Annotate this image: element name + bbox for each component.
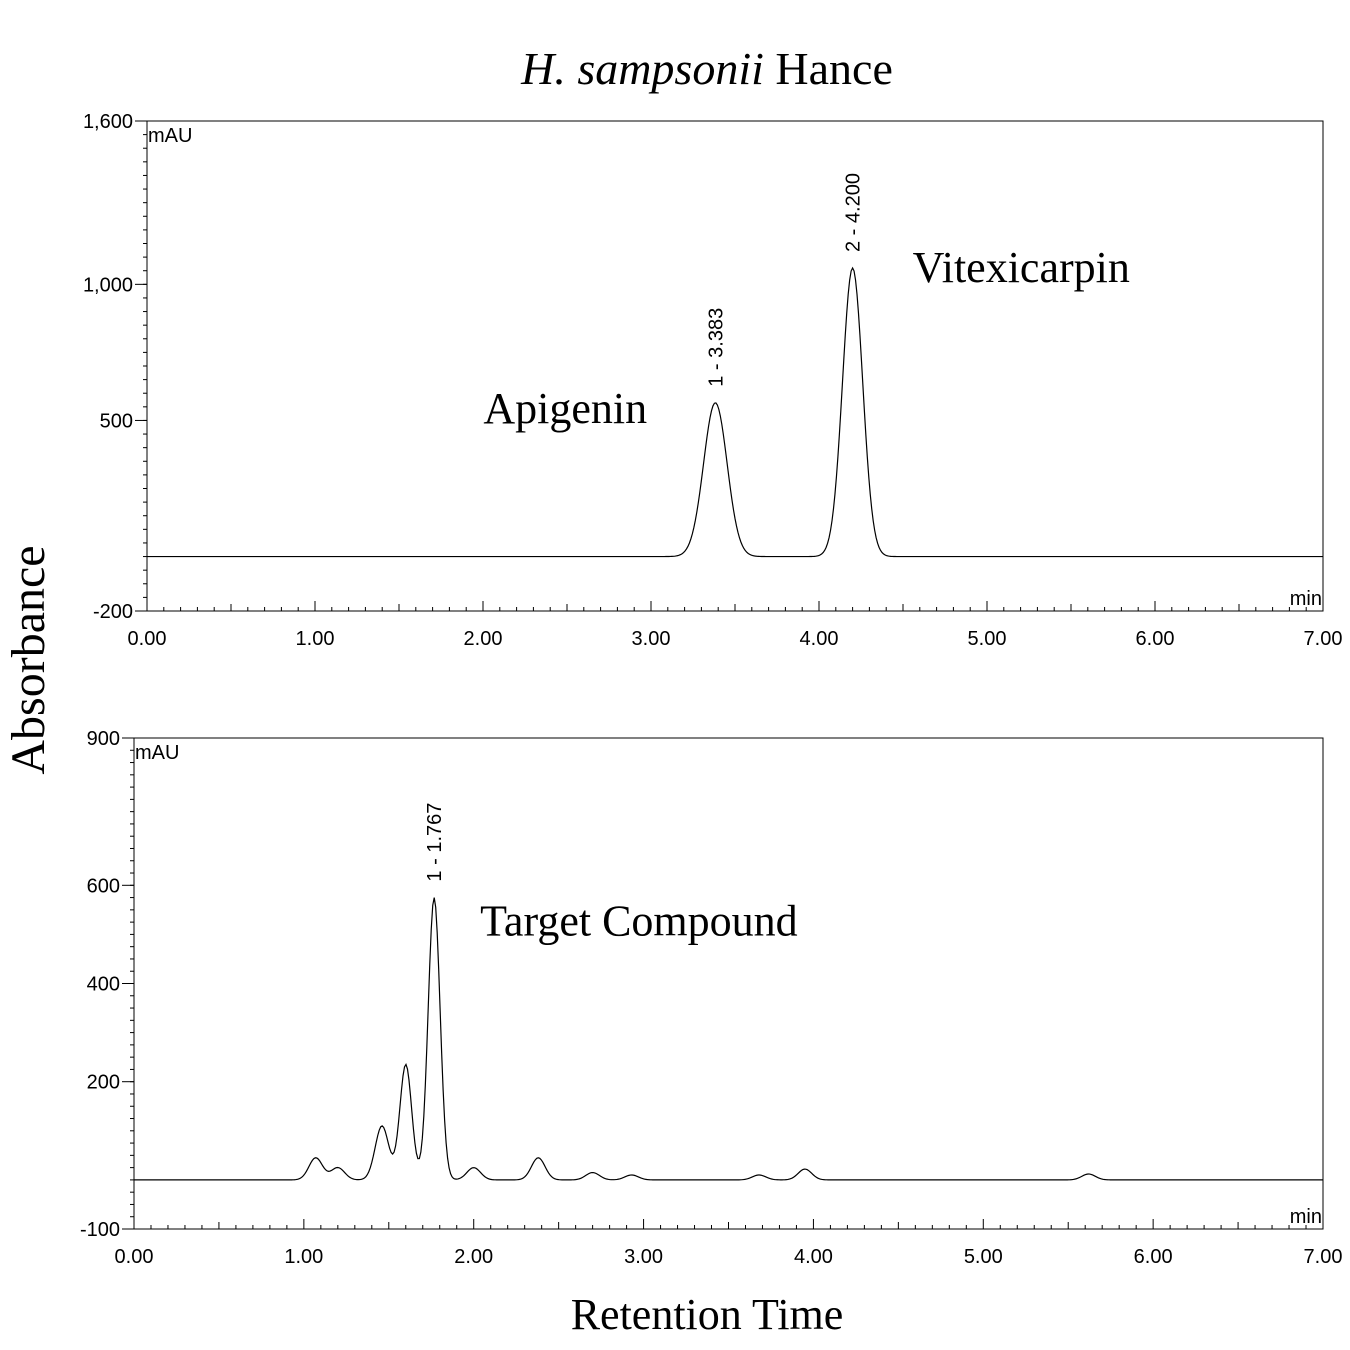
x-tick-label: 0.00 (128, 628, 167, 650)
x-tick-label: 7.00 (1304, 628, 1343, 650)
y-axis-title: Absorbance (2, 545, 55, 774)
compound-annotation: Apigenin (483, 384, 647, 433)
x-axis-title: Retention Time (571, 1290, 844, 1339)
chromatogram-trace (134, 897, 1323, 1181)
peak-label: 1 - 1.767 (424, 803, 446, 882)
x-tick-label: 4.00 (800, 628, 839, 650)
y-tick-label: 1,000 (83, 274, 133, 296)
x-tick-label: 5.00 (964, 1246, 1003, 1268)
x-tick-label: 4.00 (794, 1246, 833, 1268)
y-tick-label: -200 (93, 601, 133, 623)
x-tick-label: 2.00 (454, 1246, 493, 1268)
x-unit-label: min (1290, 1206, 1322, 1228)
x-tick-label: 1.00 (284, 1246, 323, 1268)
compound-annotation: Target Compound (480, 897, 798, 946)
x-tick-label: 3.00 (624, 1246, 663, 1268)
y-tick-label: 1,600 (83, 111, 133, 133)
y-unit-label: mAU (148, 125, 192, 147)
plot-frame (146, 120, 1324, 612)
x-tick-label: 2.00 (464, 628, 503, 650)
y-tick-label: -100 (80, 1219, 120, 1241)
title-species: H. sampsonii (520, 43, 764, 94)
chromatogram-trace (147, 266, 1323, 558)
y-tick-label: 400 (87, 974, 120, 996)
plot-frame (133, 737, 1324, 1230)
chart-panel-bottom: 0.00 1.00 2.00 3.00 4.00 5.00 6.00 7.00 -100 200 4… (80, 728, 1343, 1268)
x-tick-label: 5.00 (968, 628, 1007, 650)
x-tick-label: 6.00 (1136, 628, 1175, 650)
peak-label: 2 - 4.200 (843, 173, 865, 252)
x-tick-label: 0.00 (115, 1246, 154, 1268)
peak-label: 1 - 3.383 (705, 308, 727, 387)
figure-title: H. sampsonii Hance (520, 43, 893, 94)
compound-annotation: Vitexicarpin (913, 243, 1130, 292)
y-unit-label: mAU (135, 742, 179, 764)
y-tick-label: 900 (87, 728, 120, 750)
x-tick-label: 3.00 (632, 628, 671, 650)
y-tick-label: 200 (87, 1072, 120, 1094)
chart-panel-top: 0.00 1.00 2.00 3.00 4.00 5.00 6.00 7.00 -200 500 1… (83, 111, 1343, 650)
y-tick-label: 600 (87, 875, 120, 897)
title-rest: Hance (764, 43, 893, 94)
x-unit-label: min (1290, 588, 1322, 610)
x-tick-label: 6.00 (1134, 1246, 1173, 1268)
x-tick-label: 7.00 (1304, 1246, 1343, 1268)
y-tick-label: 500 (100, 410, 133, 432)
x-tick-label: 1.00 (296, 628, 335, 650)
